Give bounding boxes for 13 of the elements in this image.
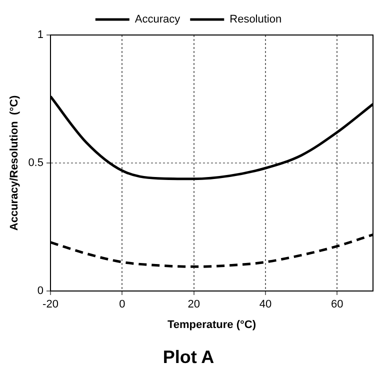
x-tick-label: -20 <box>42 298 58 311</box>
legend-label: Resolution <box>230 14 282 26</box>
x-axis-title: Temperature (°C) <box>167 318 256 331</box>
y-tick-label: 0.5 <box>28 157 44 170</box>
x-tick-label: 0 <box>119 298 126 311</box>
x-tick-label: 60 <box>331 298 344 311</box>
legend-label: Accuracy <box>134 14 181 26</box>
y-tick-label: 1 <box>37 29 44 42</box>
x-tick-label: 20 <box>188 298 200 311</box>
x-tick-label: 40 <box>259 298 272 311</box>
y-tick-label: 0 <box>37 285 44 298</box>
text: Plot A <box>162 347 214 368</box>
y-axis-title: Accuracy/Resolution (°C) <box>8 95 21 231</box>
